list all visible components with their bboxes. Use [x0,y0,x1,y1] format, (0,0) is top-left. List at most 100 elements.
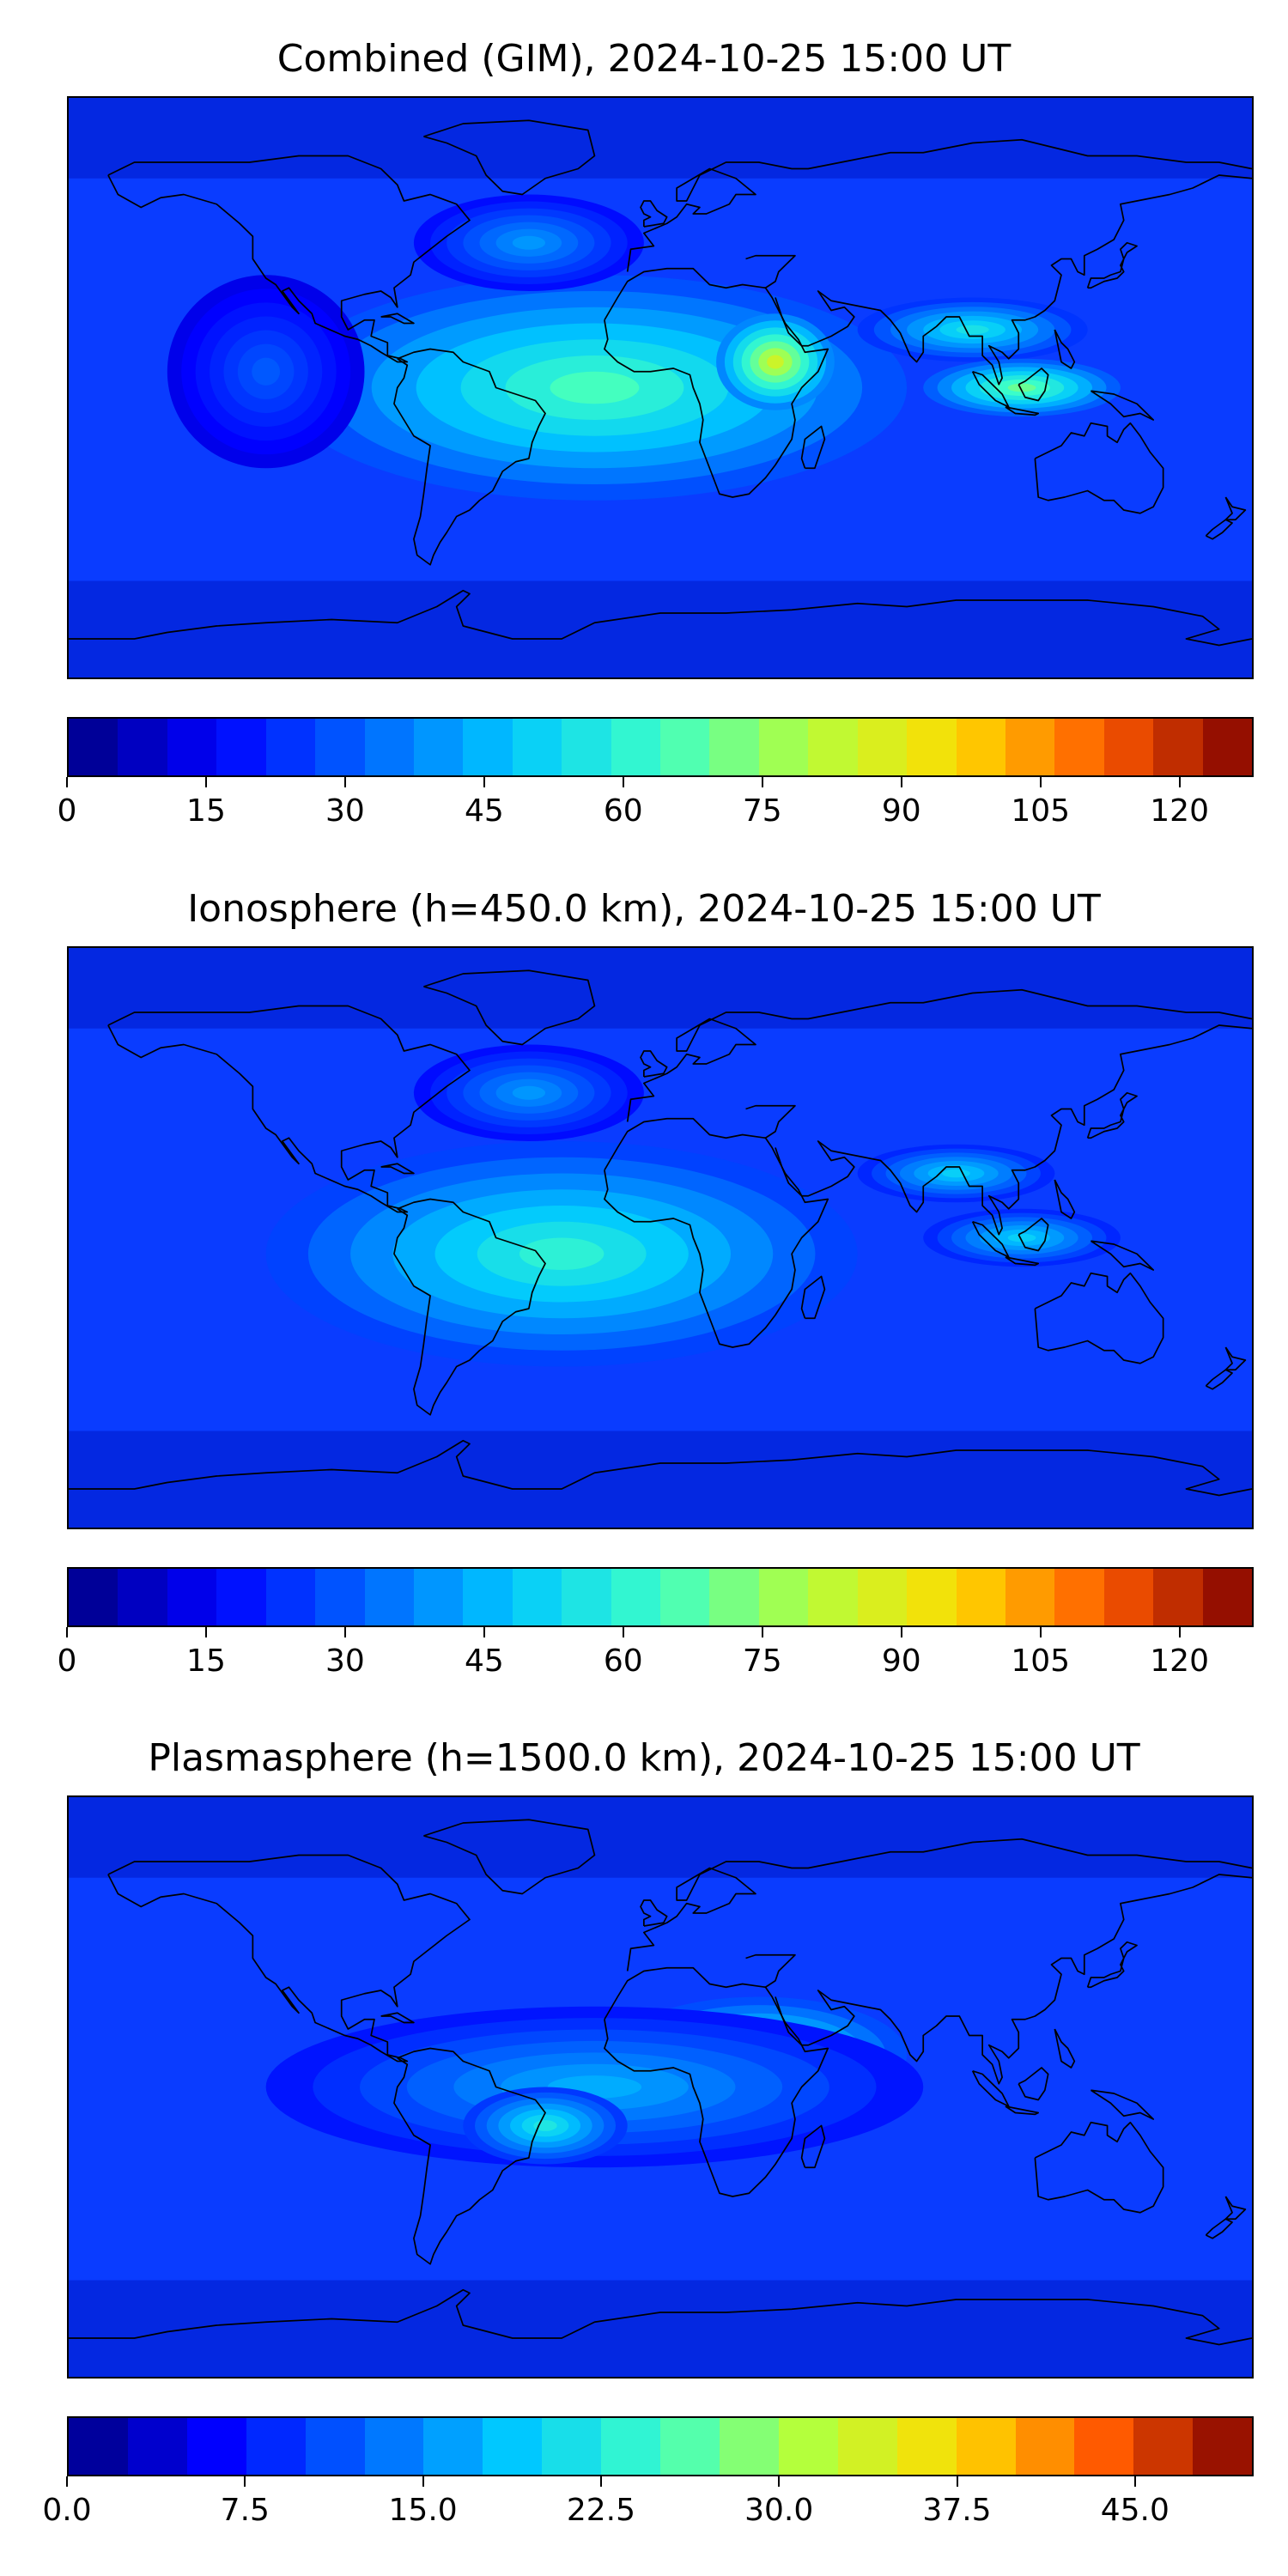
colorbar-tick-label: 0 [57,793,77,829]
colorbar-segment [709,1569,759,1625]
colorbar-segment [1015,2418,1075,2475]
coastline [1018,2067,1049,2101]
coastline [1005,2105,1040,2116]
coastline [1224,2196,1247,2221]
colorbar-segment [167,719,217,775]
equatorial-band-contour [519,1237,605,1270]
coastline [604,1117,829,1348]
coastline [1086,1941,1138,1989]
colorbar-tick [599,2476,602,2487]
colorbar-segment [167,1569,217,1625]
colorbar-tick-label: 30.0 [744,2493,814,2528]
colorbar-tick [204,777,207,787]
coastline [626,1838,1252,1971]
colorbar-tick [778,2476,781,2487]
colorbar-segment [69,719,118,775]
coastline [107,155,471,363]
coastline [775,1024,1252,1236]
panel-1-colorbar [67,717,1254,777]
panel-3-map-svg [69,1797,1252,2377]
colorbar-tick [244,2476,246,2487]
colorbar-segment [265,1569,316,1625]
colorbar-segment [413,1569,464,1625]
coastline [1090,1240,1155,1271]
colorbar-segment [512,719,562,775]
asia-arm-south-contour [1007,383,1036,392]
colorbar-tick [483,777,485,787]
colorbar-segment [364,1569,414,1625]
colorbar-segment [463,1569,513,1625]
coastline [1005,1256,1040,1267]
colorbar-segment [413,719,464,775]
panel-2-colorbar [67,1567,1254,1627]
colorbar-tick [761,777,763,787]
coastline [1205,519,1233,540]
coastline [1086,241,1138,289]
coastline [393,348,546,566]
colorbar-tick-label: 105 [1011,1643,1071,1679]
colorbar-tick [66,2476,68,2487]
coastline [1034,422,1164,514]
colorbar-tick-label: 45.0 [1100,2493,1170,2528]
north-atlantic-contour [512,235,546,250]
colorbar-segment [315,1569,365,1625]
colorbar-tick [343,777,346,787]
colorbar-tick-label: 15 [186,1643,226,1679]
panel-3-title: Plasmasphere (h=1500.0 km), 2024-10-25 1… [148,1736,1140,1780]
colorbar-tick-label: 7.5 [220,2493,270,2528]
coastline [380,2012,415,2024]
colorbar-segment [660,2418,720,2475]
colorbar-segment [1074,2418,1134,2475]
coastline [626,988,1252,1122]
panel-1-colorbar-ticks: 0 15 30 45 60 75 90 105 120 [58,777,1254,829]
colorbar-segment [758,719,809,775]
colorbar-segment [719,2418,779,2475]
colorbar-segment [611,719,661,775]
colorbar-tick [1039,1627,1042,1637]
asia-arm-north-contour [942,1169,970,1178]
coastline [1090,390,1155,421]
colorbar-segment [364,719,414,775]
colorbar-tick [483,1627,485,1637]
colorbar-tick-label: 15 [186,793,226,829]
coastline [1205,1369,1233,1390]
colorbar-tick-label: 90 [881,793,921,829]
colorbar-segment [483,2418,543,2475]
coastline [1054,2028,1076,2069]
east-africa-contour [767,355,784,369]
colorbar-tick [66,777,68,787]
colorbar-segment [956,719,1006,775]
colorbar-tick [422,2476,424,2487]
colorbar-tick-label: 37.5 [922,2493,992,2528]
pacific-west-contour [252,357,281,386]
colorbar-tick-label: 120 [1150,793,1209,829]
colorbar-segment [542,2418,602,2475]
colorbar-tick-label: 45 [464,1643,504,1679]
colorbar-tick-label: 15.0 [388,2493,458,2528]
colorbar-segment [778,2418,838,2475]
colorbar-segment [127,2418,187,2475]
coastline [775,1874,1252,2085]
colorbar-tick-label: 120 [1150,1643,1209,1679]
colorbar-tick-label: 22.5 [566,2493,635,2528]
colorbar-tick-label: 75 [742,1643,782,1679]
colorbar-segment [857,1569,908,1625]
colorbar-tick [1178,1627,1181,1637]
coastline [800,2124,826,2169]
colorbar-segment [611,1569,661,1625]
colorbar-segment [69,2418,128,2475]
colorbar-segment [562,1569,611,1625]
panel-2-title: Ionosphere (h=450.0 km), 2024-10-25 15:0… [187,887,1101,931]
colorbar-segment [808,719,858,775]
coastline [1018,368,1049,402]
colorbar-segment [808,1569,858,1625]
colorbar-segment [896,2418,957,2475]
colorbar-segment [1054,719,1104,775]
asia-arm-north-contour [956,325,989,335]
colorbar-tick-label: 0.0 [42,2493,92,2528]
coastline [1054,329,1076,369]
asia-arm-south-contour [1007,1233,1036,1242]
coastline [393,1198,546,1416]
panel-2-map-svg [69,948,1252,1528]
polar-region-north [69,1797,1252,1878]
